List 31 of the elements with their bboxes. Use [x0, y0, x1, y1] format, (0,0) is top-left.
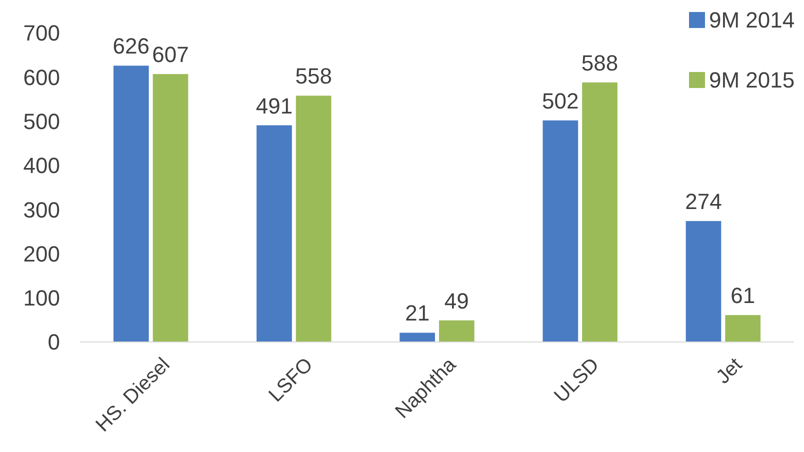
y-tick-label: 200 — [23, 241, 60, 266]
data-label: 61 — [730, 283, 756, 308]
legend-label: 9M 2015 — [709, 68, 795, 93]
data-label: 21 — [405, 300, 430, 326]
bar — [686, 221, 722, 342]
y-tick-label: 600 — [23, 64, 60, 90]
bar — [582, 82, 618, 342]
y-tick-label: 100 — [23, 286, 60, 311]
data-label: 49 — [444, 288, 469, 314]
y-tick-label: 500 — [23, 108, 60, 134]
bar — [256, 125, 292, 342]
legend-label: 9M 2014 — [709, 8, 795, 33]
data-label: 588 — [581, 50, 618, 76]
data-label: 626 — [112, 34, 150, 59]
data-label: 607 — [152, 42, 189, 68]
data-label: 502 — [542, 88, 579, 114]
bar — [400, 332, 435, 342]
bar — [439, 320, 474, 342]
y-tick-label: 700 — [23, 20, 60, 46]
bar — [113, 66, 149, 342]
y-tick-label: 400 — [23, 153, 60, 178]
x-tick-label: Jet — [712, 354, 747, 388]
bar — [152, 74, 188, 342]
bar — [296, 96, 332, 342]
bar — [725, 315, 761, 342]
y-tick-label: 0 — [48, 330, 60, 355]
y-tick-label: 300 — [23, 197, 60, 222]
bar — [542, 120, 578, 342]
data-label: 558 — [295, 64, 332, 89]
data-label: 491 — [256, 93, 293, 118]
data-label: 274 — [685, 189, 722, 214]
